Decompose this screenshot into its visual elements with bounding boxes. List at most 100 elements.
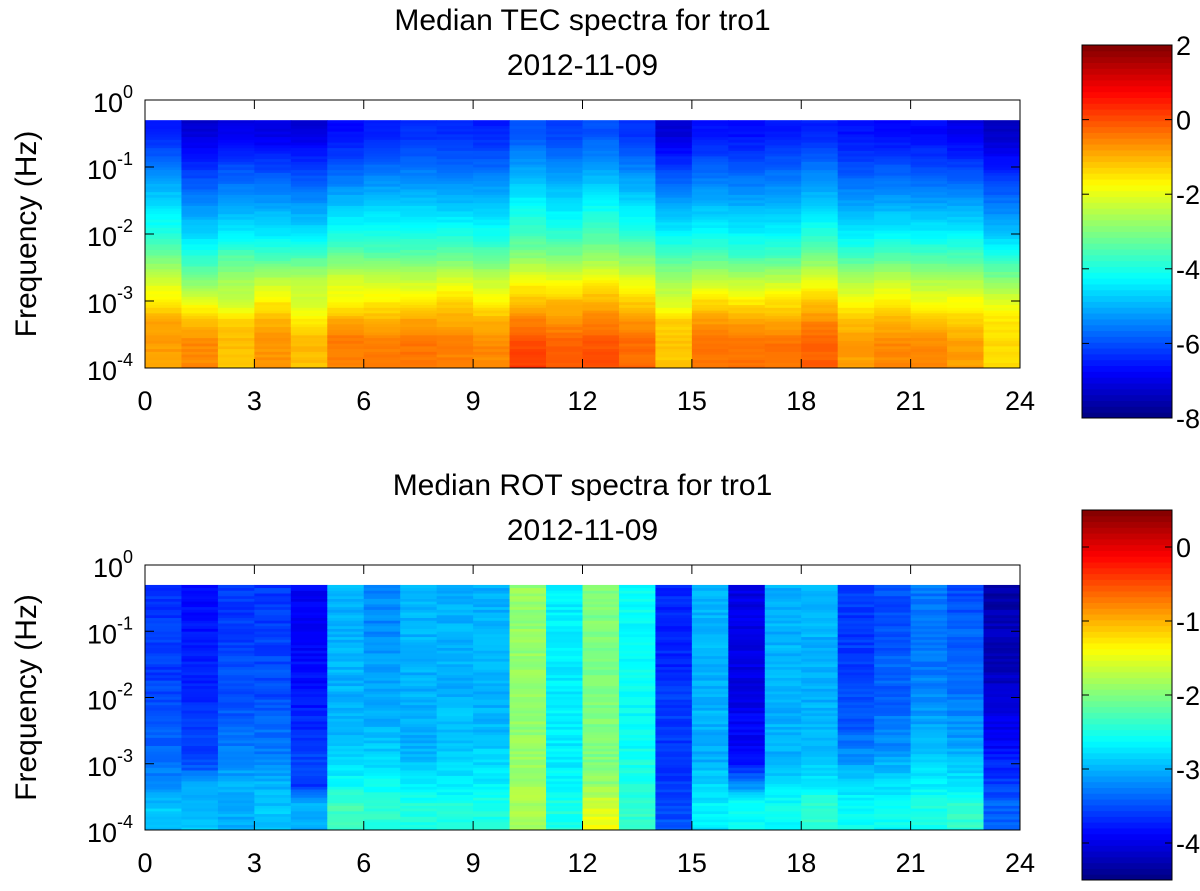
tec-cell-h23-b67	[983, 180, 1021, 184]
rot-cell-h13-b85	[618, 595, 656, 599]
rot-cell-h8-b16	[436, 783, 474, 787]
tec-cell-h10-b35	[509, 268, 547, 273]
rot-cell-h11-b71	[546, 633, 583, 638]
tec-cell-h10-b33	[509, 274, 547, 278]
rot-colorbar-step-18	[1082, 770, 1172, 777]
rot-colorbar-step-10	[1082, 816, 1172, 823]
tec-cell-h9-b89	[473, 120, 510, 124]
rot-cell-h11-b56	[546, 674, 583, 678]
rot-cell-h20-b85	[874, 595, 912, 599]
tec-cell-h19-b43	[837, 246, 875, 250]
tec-cell-h22-b3	[947, 356, 984, 361]
rot-cell-h3-b86	[254, 593, 292, 597]
rot-cell-h3-b48	[254, 696, 292, 700]
tec-cell-h3-b39	[254, 257, 292, 261]
tec-cell-h19-b59	[837, 202, 875, 206]
rot-cell-h1-b45	[181, 704, 219, 708]
tec-cell-h12-b76	[582, 155, 620, 160]
rot-cell-h1-b29	[181, 748, 219, 752]
tec-cell-h9-b30	[473, 282, 510, 286]
tec-cell-h16-b86	[728, 128, 766, 132]
tec-cell-h8-b43	[436, 246, 474, 250]
tec-cell-h5-b77	[327, 153, 365, 157]
tec-cell-h20-b49	[874, 230, 912, 234]
tec-cell-h16-b71	[728, 169, 766, 173]
tec-cell-h12-b77	[582, 153, 620, 157]
tec-cell-h3-b10	[254, 337, 292, 341]
rot-cell-h7-b61	[400, 661, 438, 665]
rot-cell-h7-b40	[400, 718, 438, 722]
rot-cell-h19-b59	[837, 666, 875, 670]
tec-cell-h5-b57	[327, 208, 365, 212]
tec-cell-h8-b11	[436, 334, 474, 339]
rot-cell-h20-b83	[874, 601, 912, 605]
rot-cell-h15-b13	[691, 791, 729, 795]
rot-cell-h17-b55	[764, 677, 802, 681]
tec-cell-h1-b33	[181, 274, 219, 278]
rot-cell-h18-b47	[801, 699, 839, 703]
rot-cell-h7-b74	[400, 625, 438, 629]
tec-cell-h19-b33	[837, 274, 875, 278]
tec-cell-h1-b34	[181, 271, 219, 275]
tec-cell-h16-b35	[728, 268, 766, 273]
rot-colorbar-step-53	[1082, 567, 1172, 575]
tec-cell-h10-b78	[509, 150, 547, 154]
rot-cell-h5-b81	[327, 606, 365, 610]
tec-cbtick-label-0: 0	[1176, 106, 1191, 136]
rot-cell-h12-b29	[582, 748, 620, 752]
tec-cell-h4-b14	[290, 326, 328, 330]
rot-cell-h23-b56	[983, 674, 1021, 678]
rot-cell-h20-b79	[874, 612, 912, 616]
tec-cell-h23-b47	[983, 235, 1021, 239]
rot-cell-h16-b28	[728, 751, 766, 755]
rot-cell-h6-b56	[363, 674, 401, 678]
tec-cell-h0-b1	[145, 362, 182, 366]
tec-cell-h22-b8	[947, 343, 984, 347]
rot-panel: 0 3 6 9 12 15 18 21 2410-410-310-210-1100Median …	[10, 469, 1200, 881]
tec-cell-h15-b57	[691, 208, 729, 212]
tec-cell-h10-b44	[509, 244, 547, 248]
tec-cell-h18-b84	[801, 133, 839, 138]
tec-cell-h18-b0	[801, 365, 839, 369]
rot-cell-h7-b53	[400, 682, 438, 687]
rot-cell-h13-b82	[618, 604, 656, 608]
tec-cell-h18-b11	[801, 334, 839, 339]
rot-cell-h0-b77	[145, 617, 182, 621]
rot-cell-h9-b58	[473, 669, 510, 673]
rot-cell-h4-b81	[290, 606, 328, 610]
tec-cell-h10-b65	[509, 186, 547, 190]
tec-xtick-label-15: 15	[677, 386, 707, 416]
rot-cell-h14-b6	[655, 810, 693, 815]
tec-cell-h16-b44	[728, 244, 766, 248]
rot-cell-h0-b5	[145, 813, 182, 817]
tec-cell-h1-b58	[181, 205, 219, 209]
tec-cell-h3-b6	[254, 348, 292, 352]
tec-cell-h11-b64	[546, 189, 583, 193]
tec-cell-h8-b66	[436, 183, 474, 187]
tec-cell-h19-b88	[837, 122, 875, 127]
tec-cell-h17-b15	[764, 323, 802, 328]
rot-cell-h0-b89	[145, 584, 182, 589]
tec-cell-h8-b35	[436, 268, 474, 273]
tec-cell-h20-b52	[874, 222, 912, 226]
tec-cell-h19-b2	[837, 359, 875, 363]
tec-cell-h8-b37	[436, 263, 474, 267]
tec-cell-h7-b44	[400, 244, 438, 248]
rot-cell-h15-b39	[691, 721, 729, 725]
rot-cell-h19-b83	[837, 601, 875, 605]
tec-cell-h7-b29	[400, 285, 438, 289]
rot-cell-h18-b43	[801, 710, 839, 714]
rot-cell-h13-b5	[618, 813, 656, 817]
tec-cell-h14-b60	[655, 200, 693, 204]
rot-cell-h13-b40	[618, 718, 656, 722]
rot-cell-h4-b83	[290, 601, 328, 605]
tec-cell-h17-b56	[764, 211, 802, 215]
tec-cell-h16-b9	[728, 340, 766, 344]
tec-cell-h3-b21	[254, 307, 292, 311]
rot-cell-h16-b89	[728, 584, 766, 589]
rot-cell-h10-b74	[509, 625, 547, 629]
tec-cell-h6-b6	[363, 348, 401, 352]
tec-cell-h23-b81	[983, 142, 1021, 146]
rot-cell-h21-b34	[910, 734, 948, 738]
rot-cell-h8-b46	[436, 702, 474, 706]
